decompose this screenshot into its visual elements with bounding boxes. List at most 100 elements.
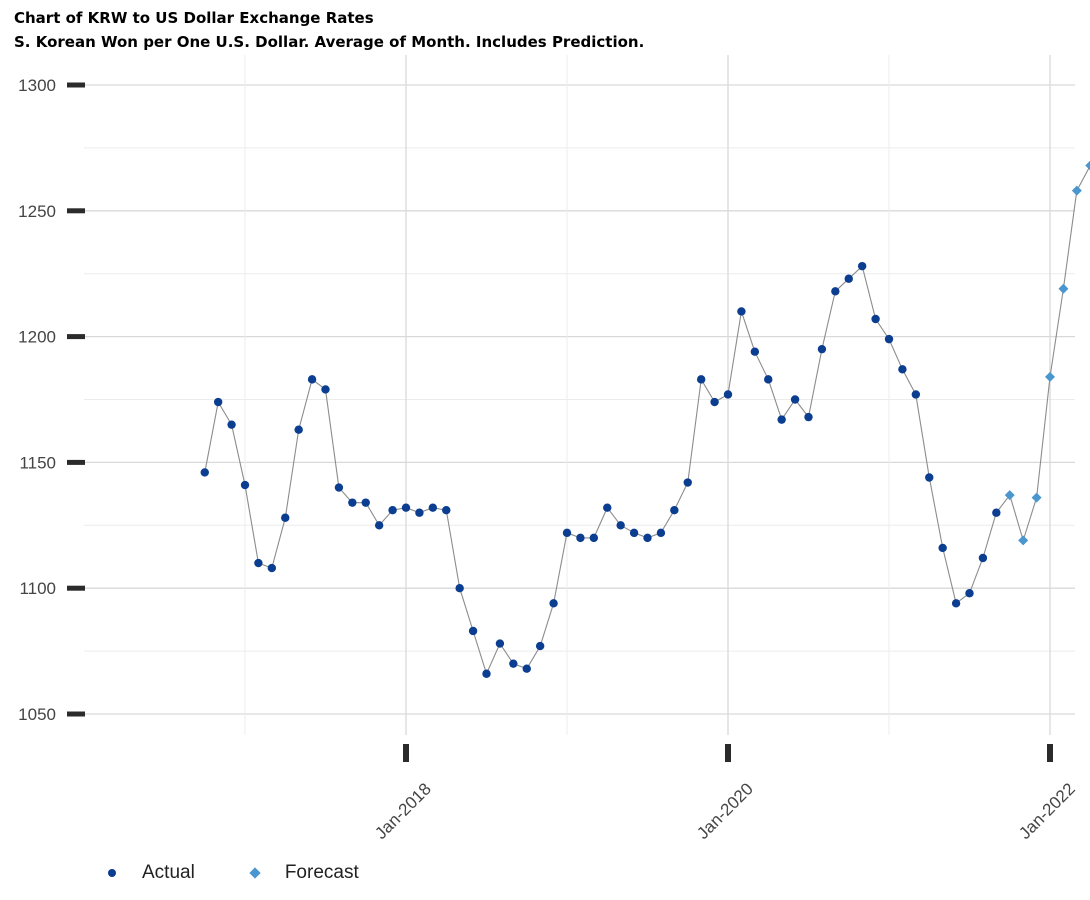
y-tick-label: 1250 xyxy=(18,202,56,221)
data-point-actual xyxy=(495,639,505,648)
data-point-actual xyxy=(871,314,880,324)
data-point-actual xyxy=(549,599,558,608)
data-point-actual xyxy=(240,480,250,490)
y-tick-mark xyxy=(67,334,85,340)
data-point-actual xyxy=(737,307,746,316)
data-point-actual xyxy=(857,261,867,271)
series-line xyxy=(204,164,1090,676)
data-point-forecast xyxy=(1058,283,1069,294)
y-tick-mark xyxy=(67,82,85,88)
data-point-actual xyxy=(576,533,585,543)
data-point-actual xyxy=(790,395,800,404)
y-tick-label: 1300 xyxy=(18,76,56,95)
data-point-actual xyxy=(696,375,706,384)
axes: 1050 1100 1150 1200 1250 1300 Jan-2018 Jan-2020… xyxy=(18,76,1079,843)
series-points xyxy=(200,160,1090,678)
data-point-actual xyxy=(710,397,719,407)
data-point-actual xyxy=(334,483,344,492)
data-point-actual xyxy=(415,508,424,517)
legend: Actual Forecast xyxy=(108,862,415,884)
y-tick-label: 1050 xyxy=(18,705,56,724)
data-point-actual xyxy=(388,506,397,515)
data-point-forecast xyxy=(1018,535,1029,546)
data-point-actual xyxy=(992,508,1001,517)
data-point-actual xyxy=(267,563,277,573)
series-connector-line xyxy=(204,164,1090,676)
data-point-actual xyxy=(898,365,907,374)
data-point-actual xyxy=(764,375,773,384)
data-point-actual xyxy=(938,543,947,553)
chart-subtitle: S. Korean Won per One U.S. Dollar. Avera… xyxy=(14,33,645,51)
data-point-actual xyxy=(509,659,518,668)
data-point-actual xyxy=(482,669,491,678)
legend-swatch-actual xyxy=(108,869,116,877)
x-tick-label: Jan-2018 xyxy=(371,779,435,843)
data-point-forecast xyxy=(1085,160,1090,171)
data-point-actual xyxy=(603,503,612,512)
data-point-actual xyxy=(200,468,209,477)
data-point-actual xyxy=(750,347,760,356)
data-point-actual xyxy=(723,390,733,399)
legend-item-forecast[interactable]: Forecast xyxy=(249,862,359,884)
grid xyxy=(84,55,1075,735)
data-point-actual xyxy=(978,553,988,563)
legend-swatch-forecast xyxy=(249,867,261,879)
data-point-actual xyxy=(455,584,464,593)
data-point-actual xyxy=(401,503,411,512)
data-point-actual xyxy=(348,498,357,507)
data-point-actual xyxy=(281,513,290,522)
data-point-actual xyxy=(965,589,974,598)
x-tick-mark xyxy=(1047,744,1053,762)
data-point-actual xyxy=(629,528,639,538)
data-point-actual xyxy=(307,375,317,384)
y-tick-mark xyxy=(67,208,85,214)
data-point-actual xyxy=(562,528,572,538)
data-point-actual xyxy=(374,521,384,530)
data-point-actual xyxy=(656,528,666,538)
data-point-actual xyxy=(616,521,625,530)
chart-title-block: Chart of KRW to US Dollar Exchange Rates… xyxy=(14,6,644,54)
data-point-actual xyxy=(884,334,894,344)
data-point-actual xyxy=(361,498,370,507)
data-point-actual xyxy=(643,533,652,543)
data-point-actual xyxy=(254,558,263,568)
data-point-forecast xyxy=(1031,492,1042,503)
data-point-actual xyxy=(294,425,303,434)
data-point-actual xyxy=(804,412,813,422)
data-point-forecast xyxy=(1045,371,1055,382)
data-point-actual xyxy=(817,344,827,354)
data-point-actual xyxy=(442,506,451,515)
x-tick-mark xyxy=(725,744,731,762)
y-tick-mark xyxy=(67,585,85,591)
data-point-actual xyxy=(535,641,545,651)
y-tick-label: 1150 xyxy=(19,453,56,472)
data-point-forecast xyxy=(1004,490,1015,501)
x-tick-mark xyxy=(403,744,409,762)
data-point-actual xyxy=(522,664,531,673)
data-point-actual xyxy=(321,385,330,394)
y-tick-mark xyxy=(67,459,85,465)
data-point-actual xyxy=(951,599,961,608)
legend-label-actual: Actual xyxy=(142,862,195,883)
data-point-actual xyxy=(213,397,223,407)
y-tick-mark xyxy=(67,711,85,717)
data-point-actual xyxy=(670,506,679,515)
data-point-actual xyxy=(925,473,934,482)
data-point-actual xyxy=(777,415,786,424)
data-point-forecast xyxy=(1071,185,1082,196)
y-tick-label: 1100 xyxy=(19,579,56,598)
data-point-actual xyxy=(911,390,921,399)
data-point-actual xyxy=(683,478,692,487)
chart-title: Chart of KRW to US Dollar Exchange Rates xyxy=(14,9,374,27)
legend-item-actual[interactable]: Actual xyxy=(108,862,195,884)
data-point-actual xyxy=(844,274,853,283)
data-point-actual xyxy=(428,503,438,512)
x-tick-label: Jan-2022 xyxy=(1015,779,1079,843)
legend-label-forecast: Forecast xyxy=(284,862,359,883)
data-point-actual xyxy=(831,287,840,296)
data-point-actual xyxy=(468,626,478,636)
y-tick-label: 1200 xyxy=(18,328,56,347)
data-point-actual xyxy=(227,420,236,429)
data-point-actual xyxy=(589,533,599,543)
